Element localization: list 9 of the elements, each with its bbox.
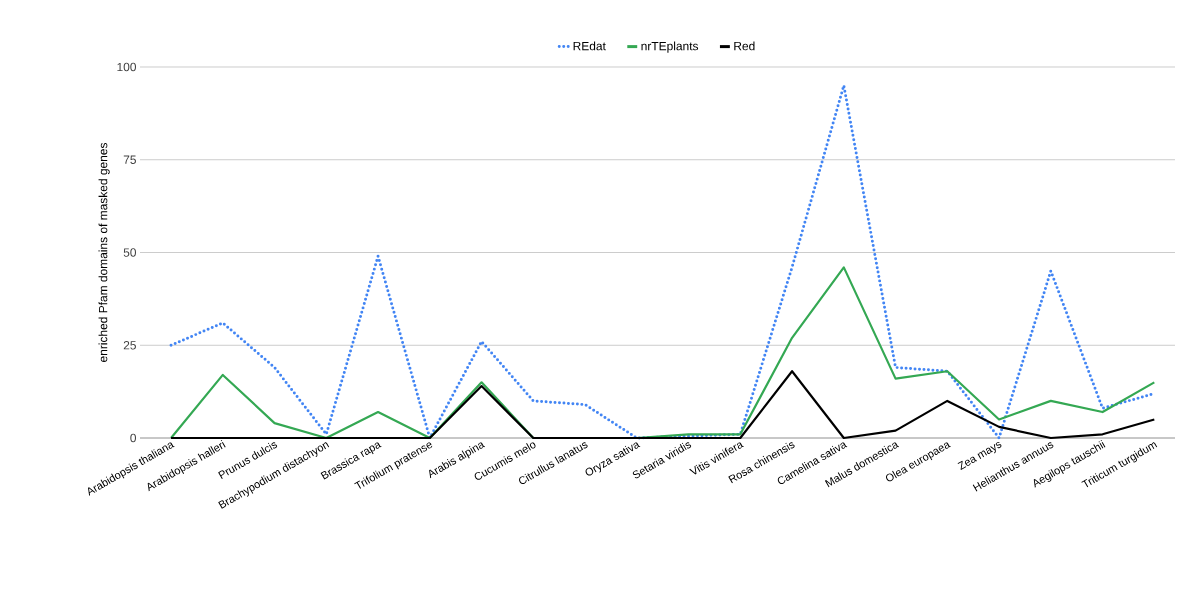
y-tick-label: 25 [123,341,136,350]
y-tick-label: 100 [117,62,137,72]
y-axis-title: enriched Pfam domains of masked genes [98,142,110,362]
y-tick-label: 0 [130,433,137,443]
legend-label: REdat [573,41,606,51]
legend-label: Red [734,41,755,51]
y-tick-label: 75 [123,155,136,164]
legend-label: nrTEplants [641,41,699,53]
y-tick-label: 50 [123,248,137,257]
